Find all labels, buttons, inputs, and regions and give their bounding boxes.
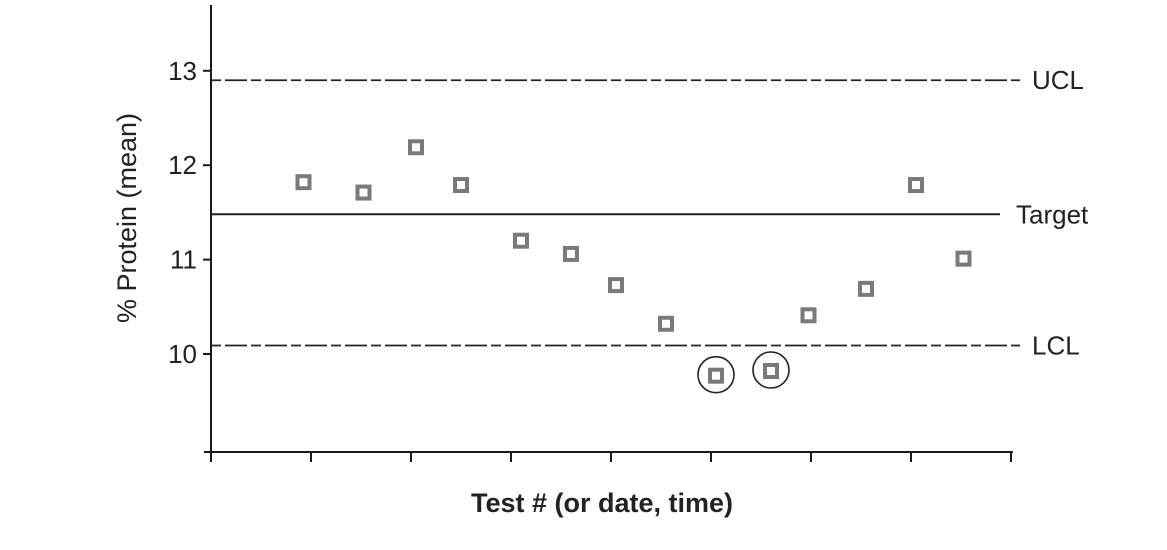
y-axis-title: % Protein (mean) xyxy=(112,113,142,323)
data-points xyxy=(295,139,972,394)
data-point xyxy=(708,367,724,384)
y-tick-label: 12 xyxy=(168,150,197,180)
reference-lines: UCL Target LCL xyxy=(211,65,1089,361)
data-point xyxy=(658,315,674,332)
x-axis-ticks xyxy=(210,452,1012,462)
data-point xyxy=(355,184,372,201)
y-tick-label: 10 xyxy=(168,339,197,369)
data-point xyxy=(908,177,924,194)
y-tick-label: 13 xyxy=(168,56,197,86)
x-axis-title: Test # (or date, time) xyxy=(471,488,733,518)
data-point xyxy=(608,277,624,294)
data-point xyxy=(453,177,469,194)
data-point xyxy=(763,362,779,379)
y-tick-label: 11 xyxy=(170,245,197,275)
data-point xyxy=(800,307,817,324)
y-axis-ticks: 10 11 12 13 xyxy=(168,56,211,369)
reference-label-lcl: LCL xyxy=(1032,331,1080,361)
data-point xyxy=(295,174,312,191)
data-point xyxy=(408,139,424,156)
reference-label-target: Target xyxy=(1016,199,1089,229)
data-point xyxy=(858,280,874,297)
data-point xyxy=(955,250,972,267)
out-of-control-circle xyxy=(752,351,790,389)
data-point xyxy=(563,245,579,262)
data-point xyxy=(513,232,529,249)
reference-label-ucl: UCL xyxy=(1032,65,1084,95)
out-of-control-circle xyxy=(697,355,735,394)
